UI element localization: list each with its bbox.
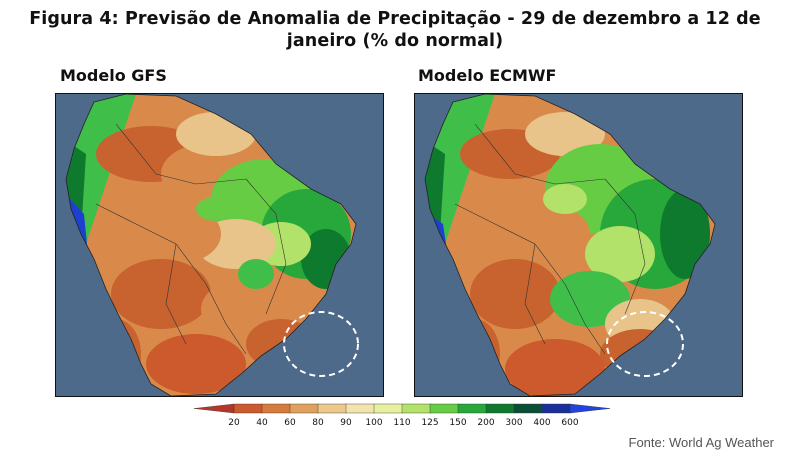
source-credit: Fonte: World Ag Weather [628,435,774,450]
legend-swatch [457,403,487,414]
legend-tick-label: 200 [477,418,494,428]
gfs-anomaly-map [55,93,384,397]
legend-swatch [485,403,515,414]
legend-svg: 20 40 60 80 90 100 110 125 150 200 300 400 600 [193,403,611,428]
legend-tick-label: 300 [505,418,522,428]
legend-swatch [429,403,459,414]
legend-swatch [541,403,571,414]
legend-swatch [193,403,235,414]
legend-tick-label: 150 [449,418,466,428]
legend-swatch [513,403,543,414]
color-legend: 20 40 60 80 90 100 110 125 150 200 300 400 600 [192,402,612,432]
legend-swatch [569,403,611,414]
ecmwf-anomaly-map [414,93,743,397]
gfs-map-label: Modelo GFS [60,66,167,85]
legend-tick-label: 600 [561,418,578,428]
legend-swatch [233,403,263,414]
legend-tick-label: 20 [228,418,240,428]
legend-tick-label: 80 [312,418,324,428]
legend-swatch [345,403,375,414]
legend-swatch [317,403,347,414]
gfs-map-svg [56,94,383,396]
legend-tick-label: 110 [393,418,410,428]
highlight-circle [283,311,359,377]
legend-tick-label: 40 [256,418,268,428]
borders [95,123,287,355]
ecmwf-map-svg [415,94,742,396]
legend-swatch [373,403,403,414]
ecmwf-map-label: Modelo ECMWF [418,66,557,85]
legend-tick-label: 90 [340,418,352,428]
figure-title: Figura 4: Previsão de Anomalia de Precip… [29,9,761,51]
legend-swatch [261,403,291,414]
borders [454,123,646,355]
legend-tick-label: 125 [421,418,438,428]
legend-tick-label: 60 [284,418,296,428]
coastline [424,94,716,396]
legend-swatch [289,403,319,414]
legend-swatch [401,403,431,414]
highlight-circle [606,311,684,377]
legend-tick-label: 100 [365,418,382,428]
legend-tick-label: 400 [533,418,550,428]
coastline [65,94,357,396]
